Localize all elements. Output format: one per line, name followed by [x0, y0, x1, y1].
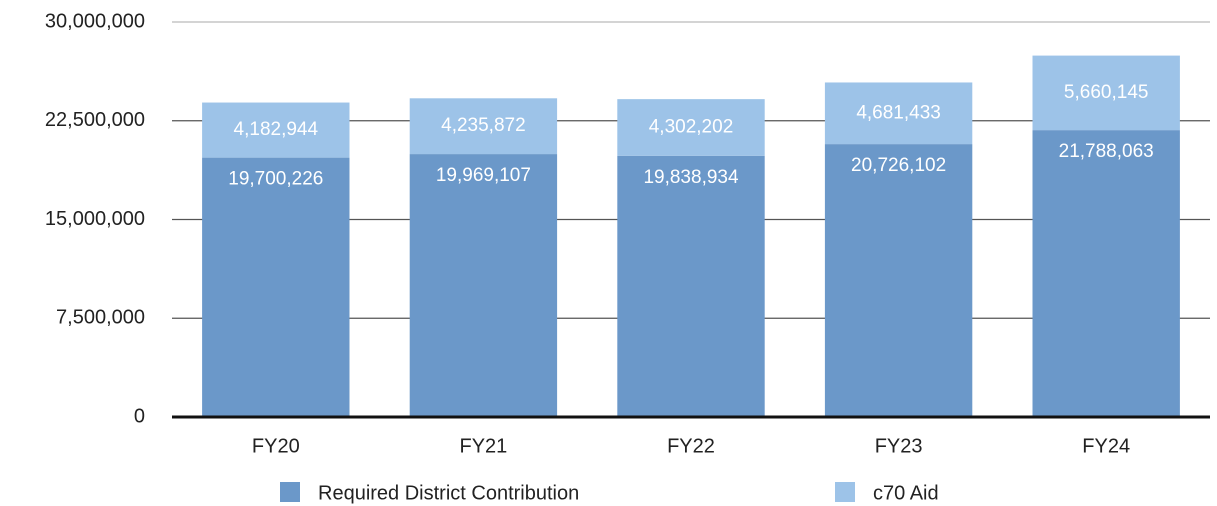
- y-tick-label: 15,000,000: [45, 208, 145, 230]
- data-label: 19,969,107: [436, 165, 531, 186]
- y-tick-label: 30,000,000: [45, 10, 145, 32]
- data-label: 19,838,934: [643, 167, 739, 188]
- legend-swatch: [835, 482, 855, 502]
- bar-segment: [409, 154, 558, 417]
- bar-segment: [824, 82, 973, 145]
- data-label: 4,681,433: [856, 102, 941, 123]
- data-label: 4,182,944: [234, 119, 319, 140]
- y-tick-label: 7,500,000: [56, 307, 145, 329]
- bar-segment: [202, 157, 350, 417]
- bar-segment: [1032, 55, 1180, 131]
- bar-segment: [1032, 130, 1180, 417]
- legend-label: Required District Contribution: [318, 482, 579, 504]
- data-label: 4,235,872: [441, 115, 526, 136]
- x-tick-label: FY22: [667, 435, 715, 457]
- bar-segment: [617, 99, 765, 156]
- x-tick-label: FY23: [875, 435, 923, 457]
- bar-segment: [824, 144, 973, 417]
- y-tick-label: 22,500,000: [45, 109, 145, 131]
- x-tick-label: FY24: [1082, 435, 1130, 457]
- legend-label: c70 Aid: [873, 482, 939, 504]
- y-tick-label: 0: [134, 405, 145, 427]
- legend-swatch: [280, 482, 300, 502]
- bar-segment: [617, 155, 765, 418]
- data-label: 4,302,202: [649, 116, 734, 137]
- data-label: 21,788,063: [1059, 141, 1154, 162]
- data-label: 5,660,145: [1064, 82, 1149, 103]
- x-tick-label: FY21: [459, 435, 507, 457]
- data-label: 20,726,102: [851, 155, 946, 176]
- bar-segment: [202, 102, 350, 158]
- data-label: 19,700,226: [228, 169, 323, 190]
- x-tick-label: FY20: [252, 435, 300, 457]
- bar-segment: [409, 98, 558, 155]
